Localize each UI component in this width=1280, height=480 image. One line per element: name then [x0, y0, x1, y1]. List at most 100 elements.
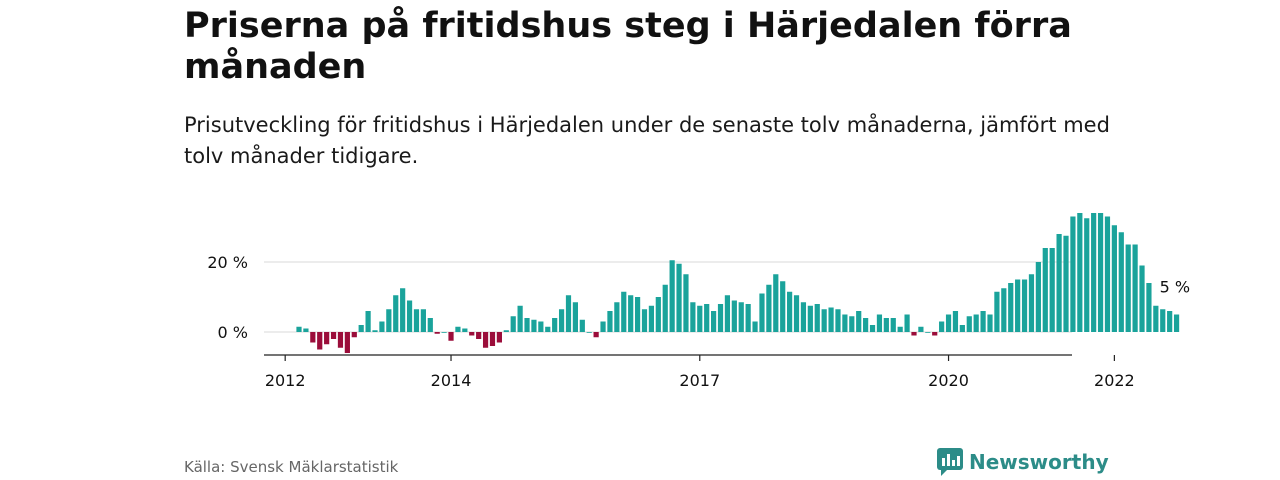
bar — [552, 318, 558, 332]
bar — [738, 302, 744, 332]
bar — [476, 332, 482, 339]
bar — [704, 304, 710, 332]
bar — [952, 311, 959, 332]
bar — [869, 325, 876, 332]
bar — [531, 319, 537, 332]
x-tick-label: 2022 — [1094, 371, 1135, 390]
bar — [434, 332, 440, 334]
bar — [310, 332, 316, 343]
bar — [413, 309, 420, 332]
bar — [863, 318, 869, 332]
bar — [496, 332, 502, 343]
bar — [780, 281, 786, 332]
bar — [448, 332, 454, 341]
bar — [393, 295, 399, 332]
bar — [676, 263, 682, 332]
bar — [303, 328, 309, 332]
bar — [558, 309, 565, 332]
bar — [683, 274, 689, 332]
bar — [669, 260, 675, 332]
bar — [939, 321, 945, 332]
source-note: Källa: Svensk Mäklarstatistik — [184, 458, 399, 476]
bar — [628, 295, 634, 332]
bar — [1104, 216, 1111, 332]
bar — [835, 309, 841, 332]
bar — [787, 291, 793, 332]
bar — [372, 330, 378, 332]
bar — [1056, 234, 1062, 332]
y-tick-label: 0 % — [218, 323, 248, 342]
bar — [482, 332, 489, 348]
bar — [883, 318, 889, 332]
bar — [766, 284, 772, 332]
bar — [517, 305, 523, 332]
bar — [365, 311, 371, 332]
bar — [1091, 213, 1097, 332]
bar — [911, 332, 917, 336]
bar — [503, 330, 509, 332]
bar — [690, 302, 696, 332]
bar-chart: 0 % 20 % 2012 2014 2017 2020 2022 5 % — [207, 213, 1190, 390]
bar — [621, 291, 627, 332]
bar — [489, 332, 496, 346]
bar — [1084, 218, 1090, 332]
bar — [1015, 279, 1021, 332]
bar — [634, 297, 641, 332]
bar — [296, 326, 302, 332]
bar — [1125, 244, 1131, 332]
bar — [420, 309, 426, 332]
bar — [462, 328, 468, 332]
bar — [773, 274, 779, 332]
bar — [973, 314, 979, 332]
bar — [959, 325, 965, 332]
chart-title: Priserna på fritidshus steg i Härjedalen… — [184, 6, 1072, 87]
bar — [1139, 265, 1145, 332]
brand-logo: Newsworthy — [937, 448, 1109, 476]
bar — [980, 311, 986, 332]
bar — [856, 311, 862, 332]
bar — [545, 326, 551, 332]
bar — [1001, 288, 1007, 332]
bar — [386, 309, 392, 332]
bar — [607, 311, 613, 332]
bar — [807, 305, 813, 332]
bar — [572, 302, 578, 332]
bar — [849, 316, 855, 332]
bar — [593, 332, 599, 338]
bar — [662, 284, 668, 332]
bar — [759, 293, 765, 332]
x-tick-label: 2020 — [928, 371, 969, 390]
bar — [330, 332, 337, 339]
bar — [1153, 305, 1159, 332]
bar — [717, 304, 724, 332]
x-tick-label: 2014 — [431, 371, 472, 390]
bar — [945, 314, 952, 332]
bar — [400, 288, 406, 332]
bar — [1070, 216, 1076, 332]
bar — [655, 297, 661, 332]
bar — [641, 309, 648, 332]
newsworthy-logo-icon — [937, 448, 963, 476]
bar — [897, 326, 903, 332]
bar — [1028, 274, 1035, 332]
bar — [1042, 248, 1048, 332]
bar — [876, 314, 883, 332]
bar — [904, 314, 910, 332]
bar — [406, 300, 413, 332]
bar — [828, 307, 834, 332]
bar — [510, 316, 516, 332]
bar — [1008, 283, 1014, 332]
bar — [538, 321, 544, 332]
bar — [1021, 279, 1028, 332]
x-tick-label: 2012 — [265, 371, 306, 390]
bar — [586, 332, 592, 333]
bar — [793, 295, 800, 332]
bar — [1063, 235, 1069, 332]
bar — [614, 302, 620, 332]
bar — [441, 332, 447, 333]
bar — [1111, 225, 1117, 332]
bar — [987, 314, 993, 332]
bar — [1167, 311, 1173, 332]
bar — [1035, 262, 1041, 332]
bar — [337, 332, 344, 348]
